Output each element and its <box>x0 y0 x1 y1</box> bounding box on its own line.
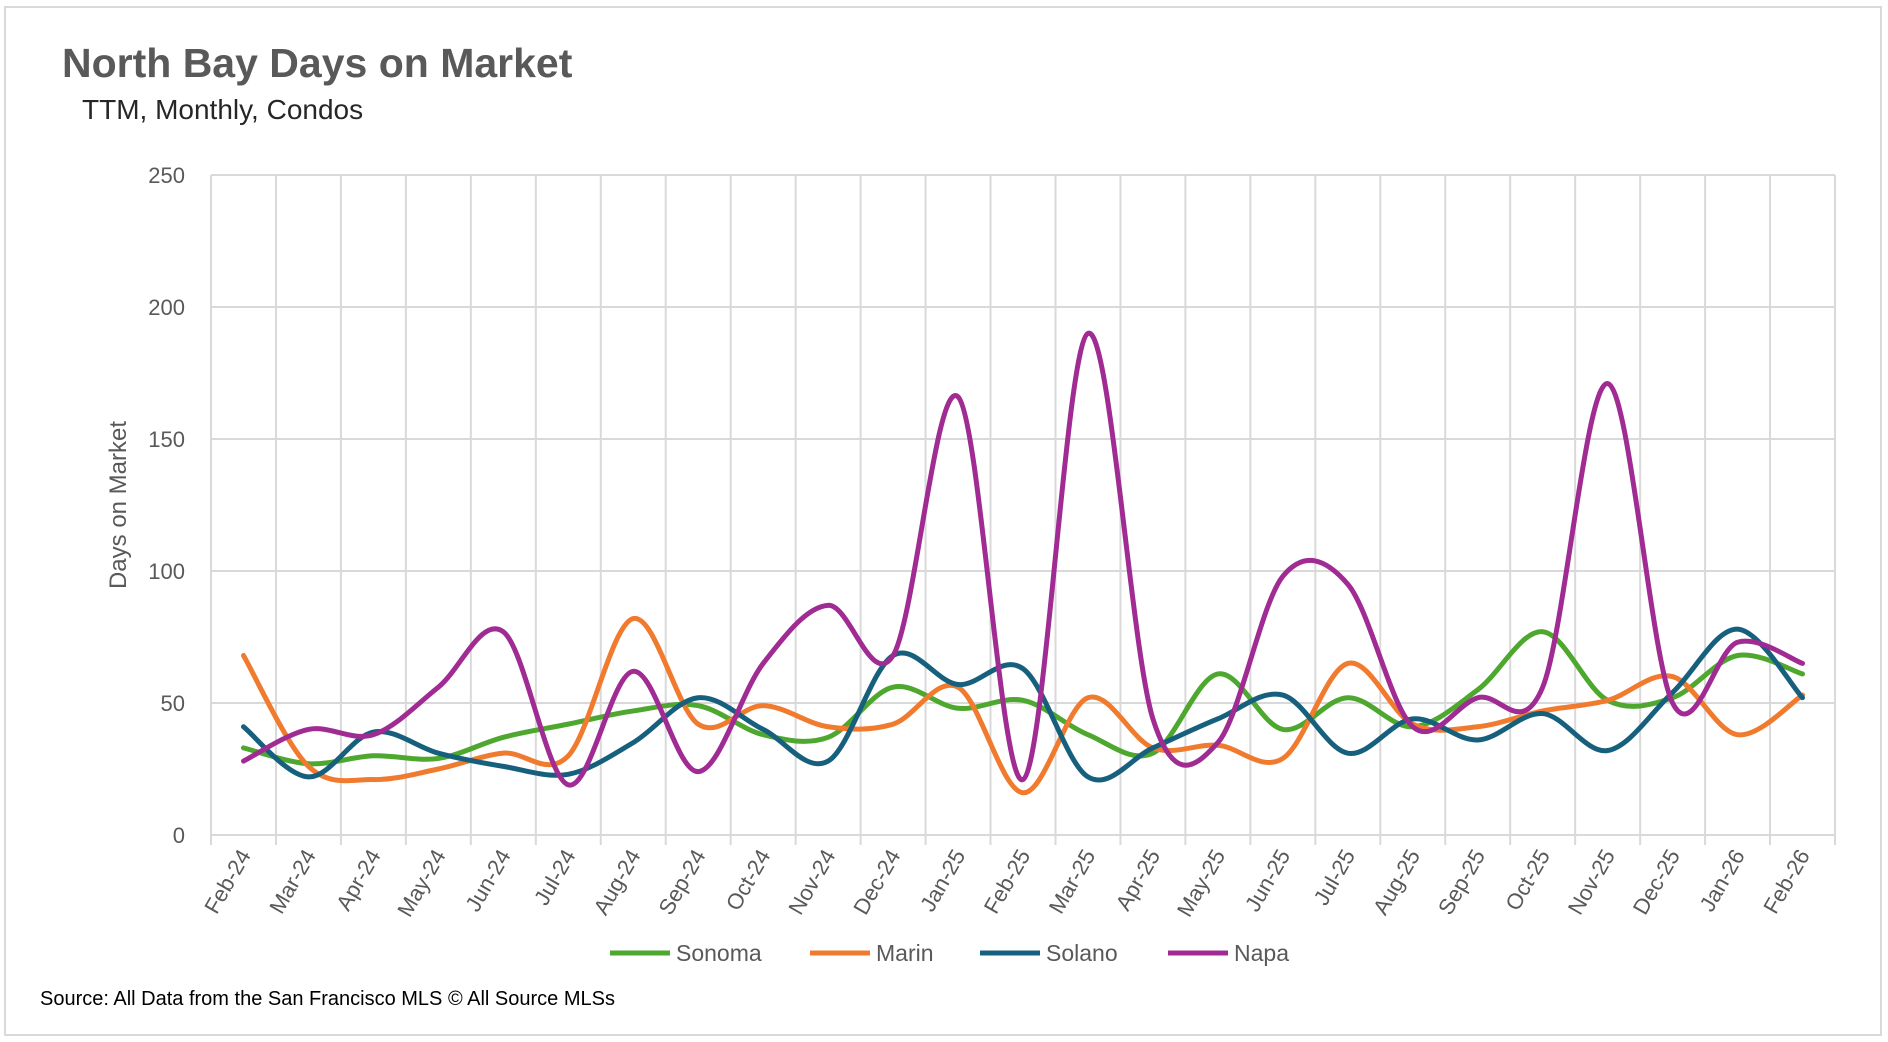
legend-label-marin: Marin <box>876 940 934 966</box>
x-tick-label: Nov-25 <box>1563 845 1620 919</box>
x-tick-label: May-24 <box>392 845 450 921</box>
x-tick-label: Mar-24 <box>264 845 320 918</box>
x-tick-label: Sep-24 <box>653 845 710 919</box>
y-tick-label: 250 <box>148 163 185 188</box>
series-line-napa <box>240 330 1806 788</box>
x-tick-label: Oct-24 <box>721 845 776 915</box>
legend-label-sonoma: Sonoma <box>676 940 762 966</box>
chart-title: North Bay Days on Market <box>62 40 573 86</box>
source-note: Source: All Data from the San Francisco … <box>40 988 615 1010</box>
x-tick-label: Aug-25 <box>1368 845 1425 919</box>
y-tick-label: 150 <box>148 427 185 452</box>
x-tick-label: Apr-24 <box>331 845 386 915</box>
y-tick-label: 0 <box>173 823 185 848</box>
chart-subtitle: TTM, Monthly, Condos <box>82 94 364 125</box>
series-line-solano <box>240 626 1806 783</box>
x-tick-label: Dec-24 <box>848 845 905 919</box>
x-tick-label: Oct-25 <box>1500 845 1555 915</box>
x-tick-label: Nov-24 <box>783 845 840 919</box>
x-tick-label: Dec-25 <box>1628 845 1685 919</box>
x-tick-label: Jun-25 <box>1240 845 1295 916</box>
legend-label-solano: Solano <box>1046 940 1118 966</box>
x-tick-label: Jul-25 <box>1309 845 1361 909</box>
x-tick-label: Mar-25 <box>1044 845 1100 918</box>
x-tick-label: Sep-25 <box>1433 845 1490 919</box>
y-tick-label: 50 <box>161 691 185 716</box>
x-tick-label: Aug-24 <box>588 845 645 919</box>
x-tick-label: Jul-24 <box>529 845 581 909</box>
series-line-marin <box>240 616 1806 796</box>
series-line-sonoma <box>240 629 1806 767</box>
x-tick-label: Jan-25 <box>915 845 970 916</box>
x-tick-label: Apr-25 <box>1111 845 1166 915</box>
legend-label-napa: Napa <box>1234 940 1289 966</box>
y-tick-label: 200 <box>148 295 185 320</box>
x-tick-label: Feb-25 <box>979 845 1036 918</box>
x-tick-label: Jun-24 <box>460 845 515 916</box>
x-tick-label: Jan-26 <box>1695 845 1750 916</box>
x-tick-label: Feb-24 <box>199 845 256 918</box>
y-tick-label: 100 <box>148 559 185 584</box>
x-tick-label: May-25 <box>1172 845 1230 921</box>
chart-frame <box>4 6 1882 1036</box>
y-axis-label: Days on Market <box>105 421 132 589</box>
x-tick-label: Feb-26 <box>1758 845 1815 918</box>
